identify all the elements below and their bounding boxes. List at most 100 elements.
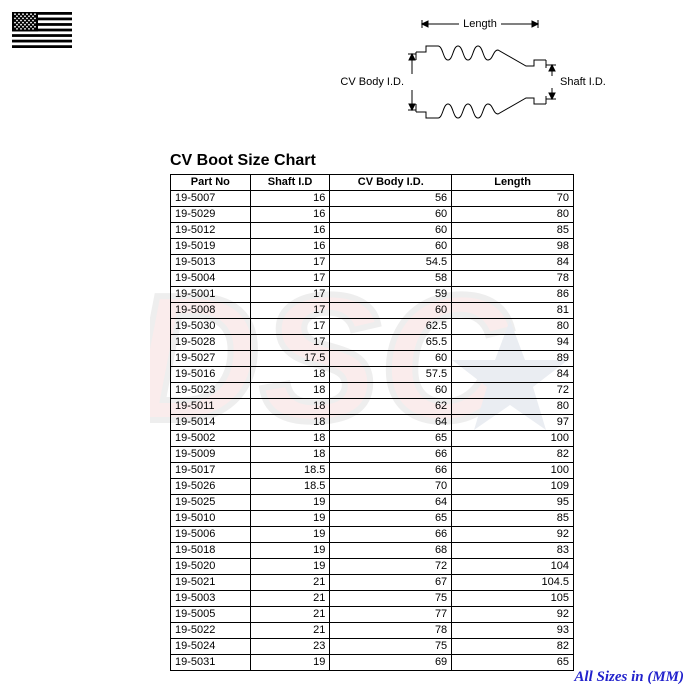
table-cell: 95 [452, 495, 574, 511]
table-cell: 19-5018 [171, 543, 251, 559]
table-cell: 19-5007 [171, 191, 251, 207]
table-row: 19-5031196965 [171, 655, 574, 671]
table-cell: 60 [330, 351, 452, 367]
table-cell: 16 [250, 191, 330, 207]
table-cell: 19-5010 [171, 511, 251, 527]
table-cell: 21 [250, 607, 330, 623]
table-cell: 85 [452, 223, 574, 239]
table-cell: 19-5012 [171, 223, 251, 239]
table-cell: 19-5028 [171, 335, 251, 351]
table-cell: 23 [250, 639, 330, 655]
page: Length CV Body I.D. [0, 0, 700, 700]
table-row: 19-50161857.584 [171, 367, 574, 383]
table-row: 19-50131754.584 [171, 255, 574, 271]
table-cell: 16 [250, 239, 330, 255]
table-cell: 19-5024 [171, 639, 251, 655]
table-cell: 19 [250, 527, 330, 543]
table-cell: 18 [250, 367, 330, 383]
table-cell: 70 [452, 191, 574, 207]
table-cell: 18 [250, 399, 330, 415]
table-cell: 19-5017 [171, 463, 251, 479]
table-cell: 80 [452, 207, 574, 223]
table-cell: 64 [330, 415, 452, 431]
table-cell: 19-5031 [171, 655, 251, 671]
table-cell: 17 [250, 287, 330, 303]
table-row: 19-50301762.580 [171, 319, 574, 335]
table-cell: 78 [452, 271, 574, 287]
table-row: 19-5008176081 [171, 303, 574, 319]
table-cell: 17 [250, 319, 330, 335]
table-row: 19-5011186280 [171, 399, 574, 415]
table-cell: 19-5005 [171, 607, 251, 623]
table-cell: 18 [250, 383, 330, 399]
table-row: 19-5005217792 [171, 607, 574, 623]
table-cell: 60 [330, 383, 452, 399]
table-cell: 104.5 [452, 575, 574, 591]
table-cell: 75 [330, 639, 452, 655]
table-cell: 19-5026 [171, 479, 251, 495]
table-cell: 19-5025 [171, 495, 251, 511]
table-cell: 16 [250, 223, 330, 239]
table-cell: 19-5003 [171, 591, 251, 607]
size-chart-table: Part No Shaft I.D CV Body I.D. Length 19… [170, 174, 574, 671]
table-cell: 72 [330, 559, 452, 575]
table-cell: 80 [452, 399, 574, 415]
table-cell: 19-5021 [171, 575, 251, 591]
table-row: 19-5006196692 [171, 527, 574, 543]
table-cell: 97 [452, 415, 574, 431]
table-cell: 57.5 [330, 367, 452, 383]
footer-units-note: All Sizes in (MM) [574, 669, 684, 686]
col-shaft-id: Shaft I.D [250, 175, 330, 191]
table-cell: 59 [330, 287, 452, 303]
col-cv-body: CV Body I.D. [330, 175, 452, 191]
table-cell: 93 [452, 623, 574, 639]
table-cell: 66 [330, 463, 452, 479]
table-cell: 94 [452, 335, 574, 351]
table-cell: 86 [452, 287, 574, 303]
table-cell: 78 [330, 623, 452, 639]
table-cell: 67 [330, 575, 452, 591]
table-cell: 60 [330, 207, 452, 223]
table-row: 19-501718.566100 [171, 463, 574, 479]
table-cell: 64 [330, 495, 452, 511]
table-cell: 100 [452, 463, 574, 479]
diagram-length-label: Length [463, 18, 497, 30]
table-row: 19-5007165670 [171, 191, 574, 207]
table-cell: 21 [250, 623, 330, 639]
table-cell: 17 [250, 335, 330, 351]
table-cell: 65 [452, 655, 574, 671]
table-row: 19-5012166085 [171, 223, 574, 239]
table-row: 19-50281765.594 [171, 335, 574, 351]
table-cell: 19-5020 [171, 559, 251, 575]
table-cell: 69 [330, 655, 452, 671]
col-part-no: Part No [171, 175, 251, 191]
table-cell: 18 [250, 415, 330, 431]
table-row: 19-502717.56089 [171, 351, 574, 367]
table-cell: 92 [452, 527, 574, 543]
table-cell: 65 [330, 431, 452, 447]
table-cell: 109 [452, 479, 574, 495]
table-cell: 89 [452, 351, 574, 367]
cv-boot-diagram: Length CV Body I.D. [330, 10, 610, 150]
table-cell: 19-5022 [171, 623, 251, 639]
table-row: 19-5019166098 [171, 239, 574, 255]
table-cell: 19-5002 [171, 431, 251, 447]
table-cell: 18.5 [250, 479, 330, 495]
table-cell: 105 [452, 591, 574, 607]
table-cell: 19 [250, 511, 330, 527]
table-cell: 17 [250, 303, 330, 319]
table-cell: 18 [250, 431, 330, 447]
table-cell: 17 [250, 271, 330, 287]
table-cell: 60 [330, 239, 452, 255]
table-row: 19-5022217893 [171, 623, 574, 639]
table-row: 19-5024237582 [171, 639, 574, 655]
table-row: 19-50201972104 [171, 559, 574, 575]
table-cell: 70 [330, 479, 452, 495]
table-cell: 19-5023 [171, 383, 251, 399]
table-row: 19-502618.570109 [171, 479, 574, 495]
table-cell: 19 [250, 543, 330, 559]
table-row: 19-5014186497 [171, 415, 574, 431]
table-cell: 84 [452, 367, 574, 383]
table-cell: 84 [452, 255, 574, 271]
table-cell: 19-5030 [171, 319, 251, 335]
